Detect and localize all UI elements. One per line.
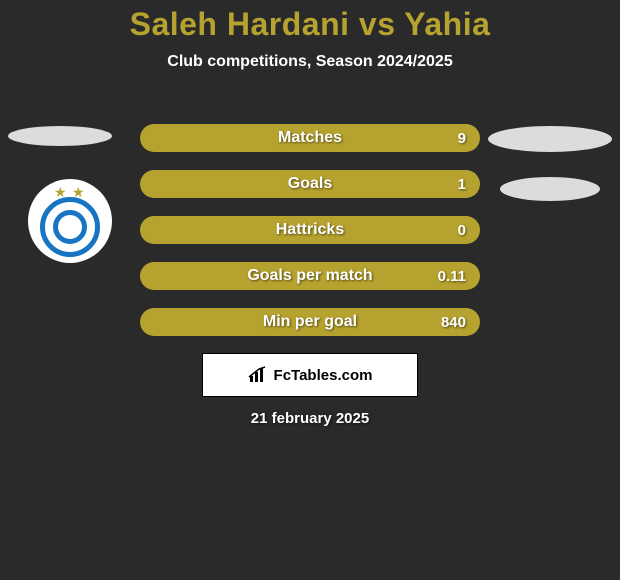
ellipse-left [8, 126, 112, 146]
stat-value: 0 [458, 222, 466, 239]
date-text: 21 february 2025 [0, 410, 620, 427]
stat-label: Min per goal [140, 313, 480, 331]
stat-value: 840 [441, 314, 466, 331]
stats-list: Matches9Goals1Hattricks0Goals per match0… [140, 124, 480, 354]
badge-inner-ring [53, 210, 87, 244]
stat-value: 9 [458, 130, 466, 147]
stat-row: Matches9 [140, 124, 480, 152]
stat-label: Goals per match [140, 267, 480, 285]
stat-row: Min per goal840 [140, 308, 480, 336]
ellipse-right-top [488, 126, 612, 152]
stat-row: Goals per match0.11 [140, 262, 480, 290]
stat-label: Matches [140, 129, 480, 147]
stat-value: 0.11 [438, 268, 466, 285]
stat-label: Goals [140, 175, 480, 193]
stat-value: 1 [458, 176, 466, 193]
stat-row: Goals1 [140, 170, 480, 198]
club-badge: ★ ★ [20, 179, 120, 263]
page-title: Saleh Hardani vs Yahia [0, 6, 620, 43]
brand-box: FcTables.com [202, 353, 418, 397]
subtitle: Club competitions, Season 2024/2025 [0, 53, 620, 71]
brand-text: FcTables.com [274, 367, 373, 384]
stat-row: Hattricks0 [140, 216, 480, 244]
chart-icon [248, 366, 268, 384]
ellipse-right-bottom [500, 177, 600, 201]
stat-label: Hattricks [140, 221, 480, 239]
